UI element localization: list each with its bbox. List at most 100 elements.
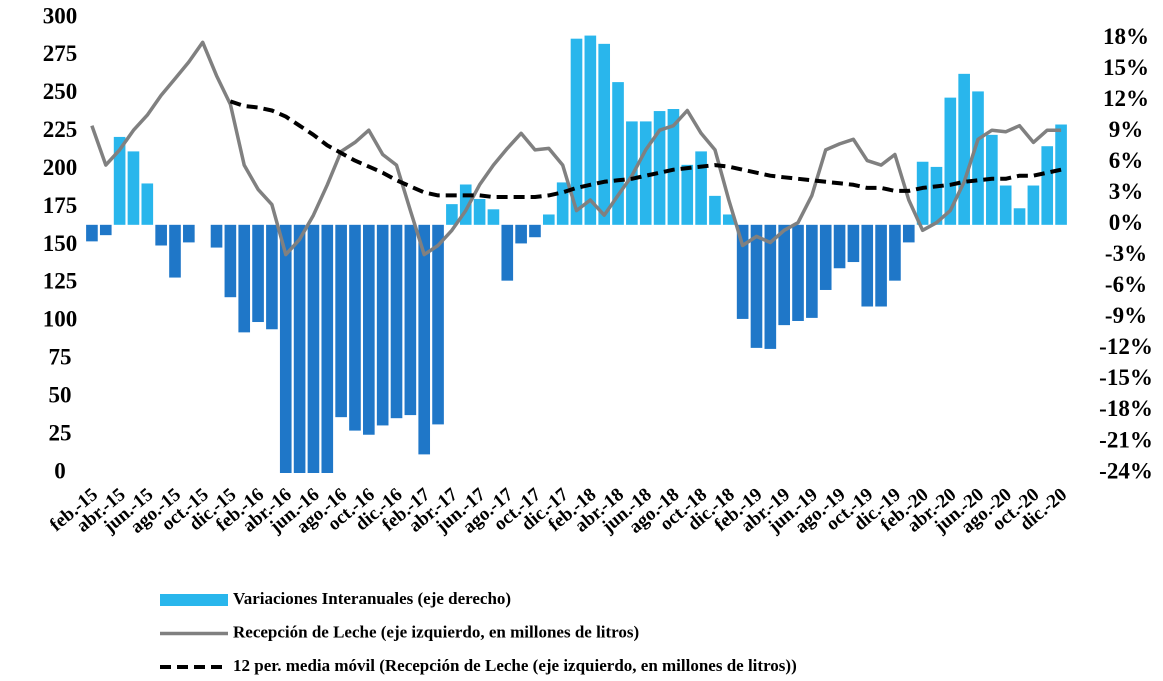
bar [598,43,611,225]
y-tick-label: 25 [49,420,72,445]
bar [459,184,472,225]
bar [224,224,237,298]
y-tick-label: 200 [43,155,78,180]
bar [293,224,306,473]
bar [169,224,181,278]
y-tick-label: 300 [43,3,78,28]
y2-tick-label: -24% [1099,458,1153,483]
y-tick-label: 75 [49,345,72,370]
bar [556,182,569,225]
bar [930,166,943,225]
bar [279,224,292,473]
bar [944,97,957,225]
bar [916,161,929,225]
y2-tick-label: 3% [1109,179,1144,204]
y-tick-label: 150 [43,231,78,256]
y2-tick-label: -3% [1105,241,1147,266]
y2-tick-label: 18% [1103,24,1149,49]
bar [1013,208,1026,225]
bar [501,224,514,281]
bar [335,224,347,418]
y2-tick-label: -15% [1099,365,1153,390]
bar [1055,124,1067,225]
y2-tick-label: 0% [1109,210,1144,235]
y-tick-label: 50 [49,382,72,407]
y-tick-label: 100 [43,307,78,332]
bar [639,121,652,225]
legend-swatch [160,594,228,606]
bar [570,38,583,225]
bar [529,224,541,238]
y2-tick-label: -21% [1099,427,1153,452]
y2-tick-label: 6% [1109,148,1144,173]
bar [155,224,167,246]
bar [266,224,278,330]
y-tick-label: 175 [43,193,78,218]
bar [432,224,444,425]
bar [736,224,749,319]
bar [792,224,804,321]
bar [584,35,597,225]
bar [764,224,777,349]
bar [653,111,666,225]
bar [875,224,887,307]
y-tick-label: 225 [43,117,78,142]
bar [446,204,458,225]
bar [1027,185,1040,225]
bar [847,224,860,263]
y2-tick-label: 15% [1103,55,1149,80]
bar [390,224,403,419]
bar [376,224,389,426]
bar [750,224,763,348]
bar [833,224,846,269]
y2-tick-label: -6% [1105,272,1147,297]
bar [902,224,915,243]
bar [307,224,320,473]
bar [210,224,223,248]
bar [819,224,832,290]
y-tick-label: 125 [43,269,78,294]
bar [958,73,970,225]
bar [972,91,984,225]
bar [515,224,527,244]
legend-label: Variaciones Interanuales (eje derecho) [233,589,511,608]
bar [363,224,375,435]
y2-tick-label: -12% [1099,334,1153,359]
y-tick-label: 275 [43,41,78,66]
bar [487,209,500,225]
y2-tick-label: -18% [1099,396,1153,421]
bar [404,224,417,416]
bar [542,214,555,225]
bar [86,224,98,242]
bar [709,195,721,225]
legend-label: Recepción de Leche (eje izquierdo, en mi… [233,622,639,641]
bar [778,224,790,326]
y-tick-label: 250 [43,79,78,104]
y2-tick-label: -9% [1105,303,1147,328]
bar [806,224,818,318]
bar [238,224,251,333]
line [90,40,1062,257]
y-tick-label: 0 [54,458,66,483]
line [229,99,1062,199]
bar [252,224,264,323]
bar [999,185,1012,225]
bar [722,214,735,225]
bar [141,183,154,225]
bar [321,224,334,473]
bar [681,164,694,225]
bar [889,224,901,281]
bar [349,224,361,431]
bar [612,82,624,225]
bar [183,224,195,243]
bar [667,109,680,225]
legend-label: 12 per. media móvil (Recepción de Leche … [233,656,797,675]
bar [695,151,707,225]
bar [113,136,126,225]
bar [473,198,486,225]
bar [1041,146,1054,225]
bar [99,224,112,236]
bar [127,151,140,225]
bar [861,224,874,307]
